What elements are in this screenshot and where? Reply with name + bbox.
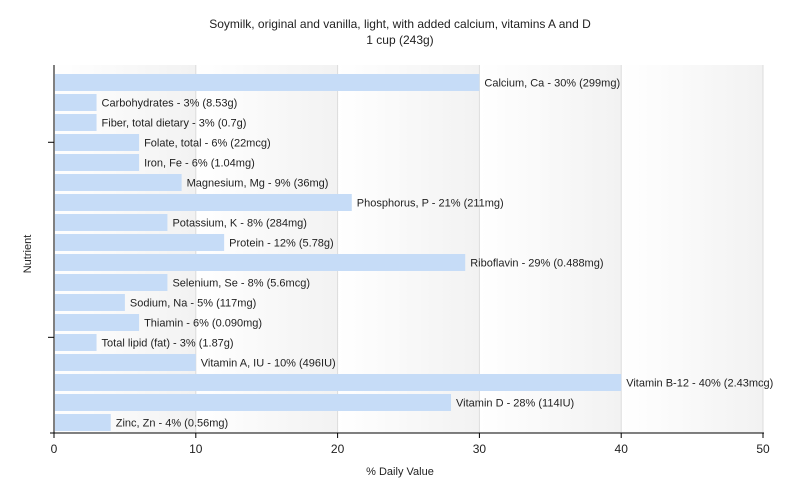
bar-label: Phosphorus, P - 21% (211mg) [357, 198, 504, 210]
bar [55, 94, 97, 111]
bar [55, 194, 352, 211]
x-tick-label: 10 [189, 442, 203, 456]
bar-label: Sodium, Na - 5% (117mg) [130, 298, 256, 310]
bar [55, 294, 125, 311]
bar [55, 334, 97, 351]
bar-label: Folate, total - 6% (22mcg) [144, 138, 271, 150]
bar [55, 154, 140, 171]
bar [55, 274, 168, 291]
bar-label: Thiamin - 6% (0.090mg) [144, 318, 262, 330]
bar [55, 134, 140, 151]
bar-label: Total lipid (fat) - 3% (1.87g) [102, 338, 234, 350]
bar [55, 394, 452, 411]
bar [55, 374, 622, 391]
bar [55, 354, 196, 371]
bar-label: Magnesium, Mg - 9% (36mg) [187, 178, 329, 190]
chart-subtitle: 1 cup (243g) [366, 33, 434, 47]
plot-band [479, 65, 622, 433]
x-tick-label: 20 [331, 442, 345, 456]
bar-label: Potassium, K - 8% (284mg) [172, 218, 307, 230]
bar-label: Carbohydrates - 3% (8.53g) [102, 98, 238, 110]
plot-band [621, 65, 763, 433]
bar [55, 234, 225, 251]
x-axis-label: % Daily Value [366, 466, 434, 478]
bar [55, 414, 111, 431]
bar [55, 114, 97, 131]
bar [55, 174, 182, 191]
bar [55, 254, 466, 271]
bar-label: Vitamin A, IU - 10% (496IU) [201, 358, 336, 370]
chart-title: Soymilk, original and vanilla, light, wi… [209, 17, 591, 31]
x-tick-label: 0 [51, 442, 58, 456]
bar-label: Fiber, total dietary - 3% (0.7g) [102, 118, 247, 130]
bar-label: Calcium, Ca - 30% (299mg) [484, 78, 620, 90]
bar-label: Vitamin D - 28% (114IU) [456, 398, 574, 410]
bar-label: Protein - 12% (5.78g) [229, 238, 334, 250]
bar-label: Iron, Fe - 6% (1.04mg) [144, 158, 255, 170]
bar [55, 314, 140, 331]
bar [55, 74, 480, 91]
plot-band [337, 65, 480, 433]
x-tick-label: 50 [756, 442, 770, 456]
x-tick-label: 30 [473, 442, 487, 456]
bar-label: Vitamin B-12 - 40% (2.43mcg) [626, 378, 773, 390]
bar-label: Zinc, Zn - 4% (0.56mg) [116, 418, 228, 430]
x-tick-label: 40 [615, 442, 629, 456]
bar-label: Selenium, Se - 8% (5.6mcg) [172, 278, 310, 290]
bar [55, 214, 168, 231]
bar-label: Riboflavin - 29% (0.488mg) [470, 258, 603, 270]
